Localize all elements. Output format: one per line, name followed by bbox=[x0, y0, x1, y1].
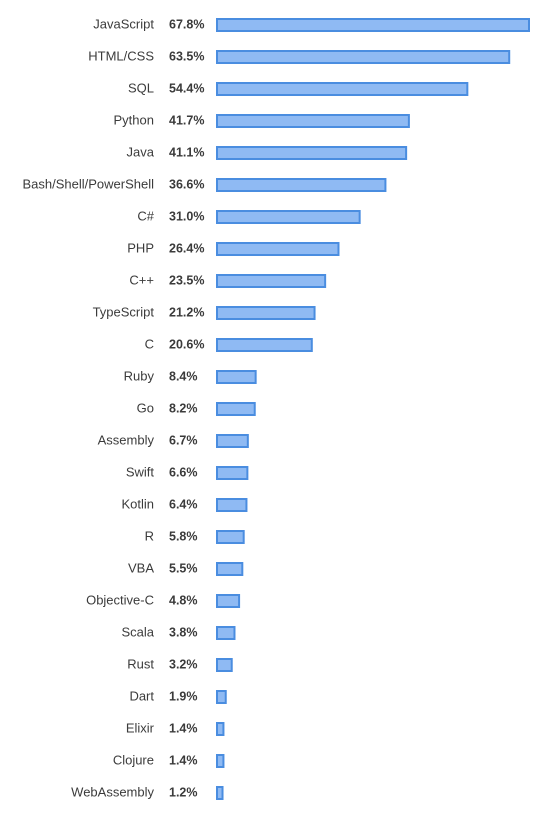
category-label-php: PHP bbox=[127, 240, 154, 255]
category-label-kotlin: Kotlin bbox=[121, 496, 154, 511]
bar-python bbox=[216, 114, 410, 128]
category-label-scala: Scala bbox=[121, 624, 154, 639]
value-label-java: 41.1% bbox=[169, 145, 204, 159]
bar-scala bbox=[216, 626, 236, 640]
bar-objective-c bbox=[216, 594, 241, 608]
bar-c bbox=[216, 338, 313, 352]
value-label-assembly: 6.7% bbox=[169, 433, 198, 447]
value-label-vba: 5.5% bbox=[169, 561, 198, 575]
category-label-rust: Rust bbox=[127, 656, 154, 671]
value-label-objective-c: 4.8% bbox=[169, 593, 198, 607]
bar-go bbox=[216, 402, 256, 416]
category-label-sql: SQL bbox=[128, 80, 154, 95]
bar-kotlin bbox=[216, 498, 248, 512]
value-label-go: 8.2% bbox=[169, 401, 198, 415]
category-label-html-css: HTML/CSS bbox=[88, 48, 154, 63]
category-label-c: C# bbox=[137, 208, 154, 223]
value-label-php: 26.4% bbox=[169, 241, 204, 255]
bar-elixir bbox=[216, 722, 225, 736]
value-label-c: 20.6% bbox=[169, 337, 204, 351]
category-label-r: R bbox=[145, 528, 154, 543]
category-label-elixir: Elixir bbox=[126, 720, 155, 735]
value-label-kotlin: 6.4% bbox=[169, 497, 198, 511]
value-label-swift: 6.6% bbox=[169, 465, 198, 479]
bar-swift bbox=[216, 466, 249, 480]
category-label-c: C bbox=[145, 336, 154, 351]
value-label-scala: 3.8% bbox=[169, 625, 198, 639]
bar-php bbox=[216, 242, 340, 256]
category-label-c: C++ bbox=[129, 272, 154, 287]
value-label-typescript: 21.2% bbox=[169, 305, 204, 319]
bar-bash-shell-powershell bbox=[216, 178, 387, 192]
value-label-bash-shell-powershell: 36.6% bbox=[169, 177, 204, 191]
category-label-swift: Swift bbox=[126, 464, 155, 479]
category-label-webassembly: WebAssembly bbox=[71, 784, 154, 799]
category-label-objective-c: Objective-C bbox=[86, 592, 154, 607]
value-label-python: 41.7% bbox=[169, 113, 204, 127]
value-label-r: 5.8% bbox=[169, 529, 198, 543]
category-label-clojure: Clojure bbox=[113, 752, 154, 767]
value-label-c: 23.5% bbox=[169, 273, 204, 287]
bar-r bbox=[216, 530, 245, 544]
category-label-java: Java bbox=[127, 144, 155, 159]
bar-javascript bbox=[216, 18, 530, 32]
value-label-clojure: 1.4% bbox=[169, 753, 198, 767]
value-label-sql: 54.4% bbox=[169, 81, 204, 95]
category-label-bash-shell-powershell: Bash/Shell/PowerShell bbox=[22, 176, 154, 191]
bar-sql bbox=[216, 82, 469, 96]
bar-c bbox=[216, 274, 327, 288]
category-label-assembly: Assembly bbox=[98, 432, 155, 447]
category-label-dart: Dart bbox=[129, 688, 154, 703]
value-label-c: 31.0% bbox=[169, 209, 204, 223]
value-label-dart: 1.9% bbox=[169, 689, 198, 703]
bar-vba bbox=[216, 562, 244, 576]
bar-clojure bbox=[216, 754, 225, 768]
category-label-ruby: Ruby bbox=[124, 368, 155, 383]
value-label-html-css: 63.5% bbox=[169, 49, 204, 63]
value-label-webassembly: 1.2% bbox=[169, 785, 198, 799]
bar-c bbox=[216, 210, 361, 224]
bar-typescript bbox=[216, 306, 316, 320]
category-label-vba: VBA bbox=[128, 560, 154, 575]
bar-ruby bbox=[216, 370, 257, 384]
bar-html-css bbox=[216, 50, 511, 64]
bar-assembly bbox=[216, 434, 249, 448]
bar-dart bbox=[216, 690, 227, 704]
category-label-go: Go bbox=[137, 400, 154, 415]
value-label-elixir: 1.4% bbox=[169, 721, 198, 735]
value-label-ruby: 8.4% bbox=[169, 369, 198, 383]
bar-rust bbox=[216, 658, 233, 672]
category-label-javascript: JavaScript bbox=[93, 16, 154, 31]
value-label-rust: 3.2% bbox=[169, 657, 198, 671]
category-label-typescript: TypeScript bbox=[93, 304, 155, 319]
bar-java bbox=[216, 146, 408, 160]
bar-webassembly bbox=[216, 786, 224, 800]
value-label-javascript: 67.8% bbox=[169, 17, 204, 31]
category-label-python: Python bbox=[114, 112, 154, 127]
